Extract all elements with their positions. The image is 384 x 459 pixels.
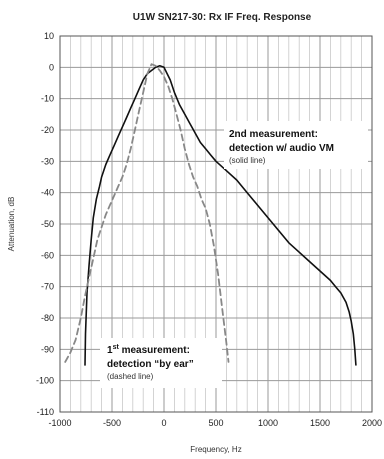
x-tick-label: 500 xyxy=(208,418,223,428)
tick-labels: 100-10-20-30-40-50-60-70-80-90-100-110-1… xyxy=(36,31,382,428)
x-tick-label: 2000 xyxy=(362,418,382,428)
annotation-1st-line2: detection “by ear” xyxy=(107,359,194,370)
y-tick-label: -60 xyxy=(41,250,54,260)
y-tick-label: 10 xyxy=(44,31,54,41)
series-line-dashed xyxy=(64,63,230,363)
plot-area-frame xyxy=(59,35,373,413)
y-tick-label: -20 xyxy=(41,125,54,135)
series-line-solid xyxy=(84,65,357,366)
chart-title: U1W SN217-30: Rx IF Freq. Response xyxy=(133,12,312,23)
y-tick-label: 0 xyxy=(49,62,54,72)
y-tick-label: -10 xyxy=(41,94,54,104)
annotation-1st-note: (dashed line) xyxy=(107,372,154,381)
annotation-2nd-line1: 2nd measurement: xyxy=(229,129,318,140)
x-tick-label: 0 xyxy=(161,418,166,428)
annotation-1st-rest: measurement: xyxy=(119,345,190,356)
y-tick-label: -50 xyxy=(41,219,54,229)
x-tick-label: 1000 xyxy=(258,418,278,428)
annotation-1st-background xyxy=(100,338,222,388)
y-axis-label: Attenuation, dB xyxy=(7,197,16,252)
x-tick-label: -500 xyxy=(103,418,121,428)
y-tick-label: -40 xyxy=(41,188,54,198)
annotation-2nd-background xyxy=(224,121,368,169)
annotation-2nd-line2: detection w/ audio VM xyxy=(229,143,334,154)
y-tick-label: -80 xyxy=(41,313,54,323)
annotation-1st-number: 1 xyxy=(107,345,113,356)
x-axis-label: Frequency, Hz xyxy=(190,445,241,454)
x-tick-label: -1000 xyxy=(48,418,71,428)
y-tick-label: -100 xyxy=(36,376,54,386)
y-tick-label: -90 xyxy=(41,344,54,354)
y-tick-label: -70 xyxy=(41,282,54,292)
annotation-2nd-note: (solid line) xyxy=(229,156,266,165)
x-tick-label: 1500 xyxy=(310,418,330,428)
annotation-1st-line1: 1st measurement: xyxy=(107,344,190,356)
y-tick-label: -110 xyxy=(37,407,54,417)
annotation-1st-ordinal: st xyxy=(113,344,120,351)
y-tick-label: -30 xyxy=(41,156,54,166)
series-lines xyxy=(64,63,357,366)
